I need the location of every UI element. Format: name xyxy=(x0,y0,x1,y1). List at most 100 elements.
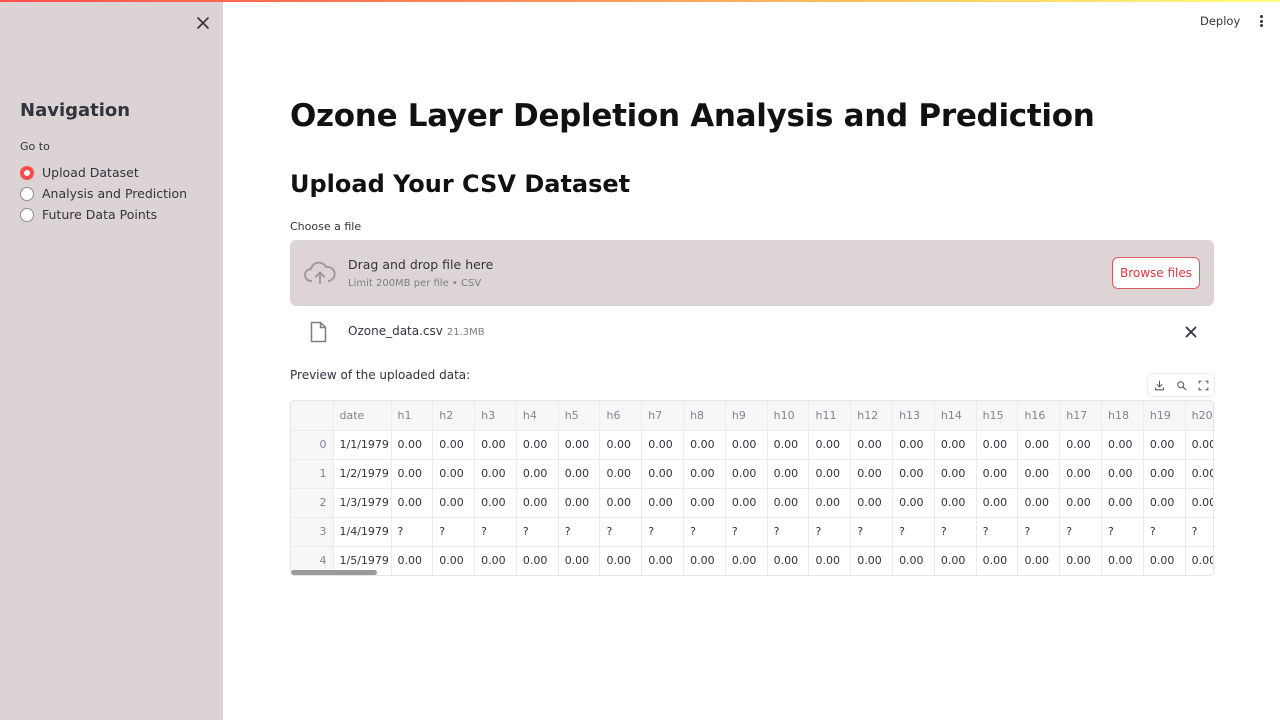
table-cell[interactable]: 0.00 xyxy=(934,430,977,460)
table-cell[interactable]: 1/2/1979 xyxy=(333,459,392,489)
table-cell[interactable]: 0.00 xyxy=(767,546,810,575)
table-cell[interactable]: 0.00 xyxy=(1017,488,1061,518)
table-cell[interactable]: 0.00 xyxy=(850,459,894,489)
table-cell[interactable]: 0.00 xyxy=(558,488,601,518)
table-cell[interactable]: ? xyxy=(683,517,726,547)
table-cell[interactable]: 0.00 xyxy=(1059,488,1103,518)
column-header[interactable]: h4 xyxy=(516,401,559,431)
table-cell[interactable]: 0.00 xyxy=(1143,546,1186,575)
table-cell[interactable]: 0.00 xyxy=(516,430,559,460)
table-cell[interactable]: 0.00 xyxy=(808,488,852,518)
table-cell[interactable]: 0.00 xyxy=(683,430,726,460)
table-cell[interactable]: 0.00 xyxy=(1143,459,1186,489)
column-header[interactable]: h17 xyxy=(1059,401,1103,431)
table-cell[interactable]: ? xyxy=(1143,517,1186,547)
column-header[interactable]: h16 xyxy=(1017,401,1061,431)
table-cell[interactable]: 0.00 xyxy=(1101,546,1144,575)
data-preview-table[interactable]: date h1 h2 h3 h4 h5 h6 h7 h8 h9 h10 h11 h12 h13 h14 h15… xyxy=(290,400,1214,576)
table-cell[interactable]: ? xyxy=(1059,517,1103,547)
table-cell[interactable]: 0.00 xyxy=(1017,459,1061,489)
table-cell[interactable]: 0.00 xyxy=(599,459,643,489)
table-cell[interactable]: ? xyxy=(599,517,643,547)
table-cell[interactable]: ? xyxy=(474,517,517,547)
table-cell[interactable]: 0.00 xyxy=(391,430,434,460)
table-cell[interactable]: 0.00 xyxy=(558,430,601,460)
table-cell[interactable]: 0.00 xyxy=(1017,430,1061,460)
column-header[interactable]: h15 xyxy=(976,401,1019,431)
table-cell[interactable]: ? xyxy=(432,517,476,547)
table-cell[interactable]: 0.00 xyxy=(767,430,810,460)
table-cell[interactable]: ? xyxy=(892,517,935,547)
table-cell[interactable]: 0.00 xyxy=(1185,459,1213,489)
table-cell[interactable]: 1/1/1979 xyxy=(333,430,392,460)
table-cell[interactable]: 0.00 xyxy=(1059,459,1103,489)
table-cell[interactable]: 0.00 xyxy=(725,459,768,489)
remove-file-close-icon[interactable] xyxy=(1183,324,1199,340)
radio-analysis-and-prediction[interactable]: Analysis and Prediction xyxy=(20,183,187,204)
table-row[interactable]: 0 1/1/1979 0.00 0.00 0.00 0.00 0.00 0.00 0.00 0.0… xyxy=(291,430,1213,460)
table-cell[interactable]: ? xyxy=(1101,517,1144,547)
table-cell[interactable]: 0.00 xyxy=(1101,488,1144,518)
radio-upload-dataset[interactable]: Upload Dataset xyxy=(20,162,187,183)
table-cell[interactable]: 0.00 xyxy=(474,430,517,460)
sidebar-close-icon[interactable] xyxy=(193,13,213,33)
table-cell[interactable]: 0.00 xyxy=(641,459,685,489)
table-cell[interactable]: 0.00 xyxy=(391,459,434,489)
table-cell[interactable]: ? xyxy=(725,517,768,547)
table-cell[interactable]: 0.00 xyxy=(641,546,685,575)
table-cell[interactable]: 0.00 xyxy=(1143,430,1186,460)
table-cell[interactable]: 0.00 xyxy=(934,459,977,489)
table-row[interactable]: 4 1/5/1979 0.00 0.00 0.00 0.00 0.00 0.00 0.00 0.0… xyxy=(291,546,1213,575)
column-header[interactable]: h1 xyxy=(391,401,434,431)
table-cell[interactable]: 0.00 xyxy=(474,488,517,518)
table-cell[interactable]: 0.00 xyxy=(474,546,517,575)
table-cell[interactable]: 0.00 xyxy=(432,459,476,489)
table-cell[interactable]: 0.00 xyxy=(808,430,852,460)
column-header[interactable]: h5 xyxy=(558,401,601,431)
file-dropzone[interactable]: Drag and drop file here Limit 200MB per … xyxy=(290,240,1214,306)
table-cell[interactable]: 1/3/1979 xyxy=(333,488,392,518)
table-cell[interactable]: 0.00 xyxy=(850,430,894,460)
radio-future-data-points[interactable]: Future Data Points xyxy=(20,204,187,225)
table-cell[interactable]: 0.00 xyxy=(516,546,559,575)
table-cell[interactable]: 0.00 xyxy=(725,488,768,518)
table-cell[interactable]: ? xyxy=(641,517,685,547)
table-cell[interactable]: ? xyxy=(976,517,1019,547)
column-header[interactable]: h19 xyxy=(1143,401,1186,431)
table-cell[interactable]: 0.00 xyxy=(474,459,517,489)
table-cell[interactable]: 0.00 xyxy=(558,459,601,489)
deploy-button[interactable]: Deploy xyxy=(1200,14,1241,28)
column-header[interactable]: h2 xyxy=(432,401,476,431)
column-header[interactable]: h7 xyxy=(641,401,685,431)
table-cell[interactable]: 0.00 xyxy=(683,488,726,518)
table-cell[interactable]: ? xyxy=(808,517,852,547)
table-cell[interactable]: 0.00 xyxy=(641,430,685,460)
table-cell[interactable]: 0.00 xyxy=(767,488,810,518)
fullscreen-icon[interactable] xyxy=(1196,378,1210,392)
table-cell[interactable]: 0.00 xyxy=(516,488,559,518)
table-cell[interactable]: 0.00 xyxy=(1185,488,1213,518)
table-row[interactable]: 2 1/3/1979 0.00 0.00 0.00 0.00 0.00 0.00 0.00 0.0… xyxy=(291,488,1213,518)
table-cell[interactable]: 0.00 xyxy=(1059,430,1103,460)
table-cell[interactable]: 0.00 xyxy=(976,459,1019,489)
table-cell[interactable]: 0.00 xyxy=(850,546,894,575)
table-cell[interactable]: 0.00 xyxy=(599,430,643,460)
table-cell[interactable]: 0.00 xyxy=(892,430,935,460)
download-icon[interactable] xyxy=(1152,378,1166,392)
column-header[interactable]: h9 xyxy=(725,401,768,431)
table-cell[interactable]: 0.00 xyxy=(599,546,643,575)
table-cell[interactable]: 0.00 xyxy=(432,546,476,575)
table-cell[interactable]: 0.00 xyxy=(1101,430,1144,460)
table-cell[interactable]: 0.00 xyxy=(976,546,1019,575)
table-cell[interactable]: 0.00 xyxy=(1101,459,1144,489)
table-cell[interactable]: 0.00 xyxy=(1017,546,1061,575)
table-cell[interactable]: ? xyxy=(1185,517,1213,547)
table-cell[interactable]: ? xyxy=(767,517,810,547)
table-cell[interactable]: 0.00 xyxy=(850,488,894,518)
column-header[interactable]: h10 xyxy=(767,401,810,431)
column-header[interactable]: h20 xyxy=(1185,401,1213,431)
table-row[interactable]: 3 1/4/1979???????????????????? xyxy=(291,517,1213,547)
table-cell[interactable]: ? xyxy=(558,517,601,547)
table-cell[interactable]: 0.00 xyxy=(391,488,434,518)
table-cell[interactable]: ? xyxy=(1017,517,1061,547)
